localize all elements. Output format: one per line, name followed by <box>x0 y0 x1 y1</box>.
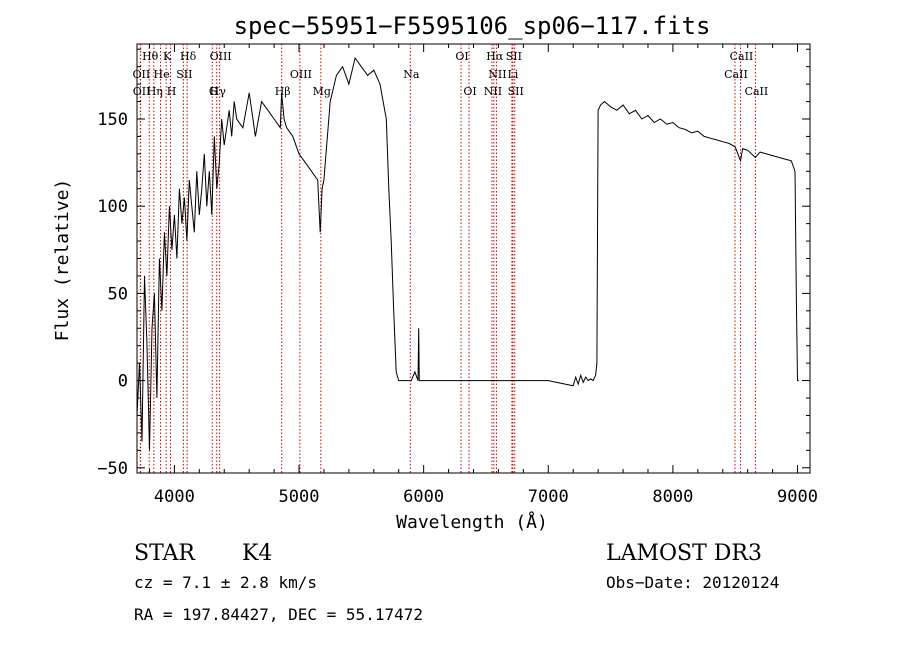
x-tick-label: 5000 <box>279 487 320 507</box>
line-label: OI <box>455 50 468 63</box>
ra-dec-coordinates: RA = 197.84427, DEC = 55.17472 <box>134 605 423 624</box>
line-label: Hα <box>486 50 504 63</box>
y-tick-label: 150 <box>97 110 128 130</box>
x-tick-label: 7000 <box>528 487 569 507</box>
plot-frame <box>136 43 811 474</box>
y-tick-label: −50 <box>97 459 128 479</box>
redshift-cz: cz = 7.1 ± 2.8 km/s <box>134 573 317 592</box>
line-label: Hγ <box>210 85 227 98</box>
x-axis: 4000 5000 6000 7000 8000 9000 <box>148 44 818 507</box>
line-label: OIII <box>290 68 312 81</box>
line-label: Na <box>403 68 420 81</box>
y-tick-label: 100 <box>97 197 128 217</box>
line-label: SII <box>508 85 524 98</box>
y-axis: −50 0 50 100 150 <box>97 48 810 479</box>
y-tick-label: 0 <box>118 372 128 392</box>
line-label: OII <box>133 68 151 81</box>
line-label: Hβ <box>275 85 291 98</box>
line-label: Hδ <box>180 50 197 63</box>
x-tick-label: 6000 <box>403 487 444 507</box>
line-label: NII <box>488 68 506 81</box>
observation-date: Obs−Date: 20120124 <box>606 573 779 592</box>
spectrum-series-line <box>136 56 799 451</box>
x-tick-label: 9000 <box>777 487 818 507</box>
x-tick-label: 8000 <box>652 487 693 507</box>
line-label: SII <box>506 50 522 63</box>
line-label: CaII <box>745 85 769 98</box>
line-label: K <box>163 50 172 63</box>
object-class: STAR <box>134 541 196 566</box>
line-label: Li <box>507 68 518 81</box>
line-label: NII <box>484 85 502 98</box>
line-label: He <box>154 68 170 81</box>
line-label: G <box>209 85 218 98</box>
line-label: CaII <box>730 50 754 63</box>
line-label: OII <box>133 85 151 98</box>
line-label: H <box>167 85 177 98</box>
y-axis-label: Flux (relative) <box>52 179 73 342</box>
line-label: Mg <box>313 85 331 98</box>
object-subclass: K4 <box>242 541 272 566</box>
y-tick-label: 50 <box>108 284 128 304</box>
chart-title: spec−55951−F5595106_sp06−117.fits <box>234 12 711 40</box>
spectral-line-markers <box>139 44 756 473</box>
x-tick-label: 4000 <box>154 487 195 507</box>
line-label: CaII <box>724 68 748 81</box>
line-label: SII <box>176 68 192 81</box>
survey-name: LAMOST DR3 <box>606 541 762 566</box>
line-label: OIII <box>210 50 232 63</box>
line-label: Hη <box>147 85 163 98</box>
x-axis-label: Wavelength (Å) <box>396 511 548 533</box>
line-label: OI <box>463 85 476 98</box>
line-label: Hθ <box>142 50 159 63</box>
